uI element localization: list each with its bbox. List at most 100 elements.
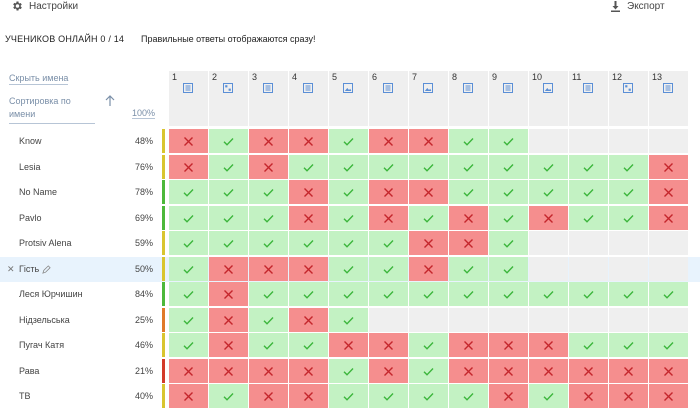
answer-correct-cell[interactable]: [489, 129, 528, 153]
answer-wrong-cell[interactable]: [289, 307, 328, 332]
answer-correct-cell[interactable]: [169, 282, 208, 306]
answer-correct-cell[interactable]: [449, 384, 488, 408]
answer-correct-cell[interactable]: [489, 180, 528, 204]
answer-correct-cell[interactable]: [329, 307, 368, 332]
answer-correct-cell[interactable]: [609, 205, 648, 230]
answer-correct-cell[interactable]: [489, 154, 528, 179]
answer-correct-cell[interactable]: [489, 205, 528, 230]
answer-correct-cell[interactable]: [329, 154, 368, 179]
answer-correct-cell[interactable]: [569, 205, 608, 230]
answer-correct-cell[interactable]: [209, 154, 248, 179]
student-row[interactable]: Lesia 76%: [0, 154, 700, 180]
answer-correct-cell[interactable]: [329, 129, 368, 153]
answer-correct-cell[interactable]: [369, 154, 408, 179]
answer-correct-cell[interactable]: [529, 154, 568, 179]
percent-sort-header[interactable]: 100%: [132, 108, 156, 119]
answer-correct-cell[interactable]: [609, 282, 648, 306]
answer-wrong-cell[interactable]: [449, 333, 488, 357]
student-row[interactable]: Нідзельська 25%: [0, 307, 700, 333]
answer-correct-cell[interactable]: [169, 256, 208, 281]
answer-correct-cell[interactable]: [289, 231, 328, 255]
answer-wrong-cell[interactable]: [289, 129, 328, 153]
answer-correct-cell[interactable]: [169, 307, 208, 332]
answer-wrong-cell[interactable]: [249, 256, 288, 281]
answer-correct-cell[interactable]: [409, 333, 448, 357]
answer-correct-cell[interactable]: [169, 205, 208, 230]
question-column-header[interactable]: 12: [609, 71, 649, 126]
question-column-header[interactable]: 13: [649, 71, 689, 126]
answer-correct-cell[interactable]: [449, 282, 488, 306]
answer-wrong-cell[interactable]: [329, 333, 368, 357]
answer-correct-cell[interactable]: [329, 205, 368, 230]
answer-correct-cell[interactable]: [289, 154, 328, 179]
answer-correct-cell[interactable]: [329, 231, 368, 255]
answer-wrong-cell[interactable]: [289, 180, 328, 204]
answer-wrong-cell[interactable]: [649, 205, 688, 230]
answer-correct-cell[interactable]: [329, 384, 368, 408]
answer-correct-cell[interactable]: [289, 282, 328, 306]
student-row[interactable]: Know 48%: [0, 129, 700, 154]
answer-correct-cell[interactable]: [529, 282, 568, 306]
student-row[interactable]: ✕ Гість 50%: [0, 256, 700, 282]
answer-correct-cell[interactable]: [209, 180, 248, 204]
edit-pencil-icon[interactable]: [42, 264, 51, 274]
answer-correct-cell[interactable]: [209, 231, 248, 255]
answer-wrong-cell[interactable]: [569, 384, 608, 408]
answer-correct-cell[interactable]: [449, 129, 488, 153]
answer-wrong-cell[interactable]: [249, 358, 288, 383]
question-column-header[interactable]: 4: [289, 71, 329, 126]
answer-wrong-cell[interactable]: [369, 180, 408, 204]
answer-wrong-cell[interactable]: [289, 256, 328, 281]
answer-correct-cell[interactable]: [329, 256, 368, 281]
sort-dropdown[interactable]: Сортировка по имени: [9, 95, 95, 124]
answer-wrong-cell[interactable]: [529, 205, 568, 230]
answer-correct-cell[interactable]: [489, 231, 528, 255]
answer-correct-cell[interactable]: [369, 256, 408, 281]
answer-wrong-cell[interactable]: [449, 205, 488, 230]
answer-wrong-cell[interactable]: [249, 154, 288, 179]
answer-wrong-cell[interactable]: [209, 333, 248, 357]
question-column-header[interactable]: 6: [369, 71, 409, 126]
hide-names-link[interactable]: Скрыть имена: [9, 73, 69, 85]
answer-wrong-cell[interactable]: [289, 358, 328, 383]
student-row[interactable]: Рава 21%: [0, 358, 700, 384]
student-row[interactable]: Pavlo 69%: [0, 205, 700, 231]
answer-correct-cell[interactable]: [449, 180, 488, 204]
answer-correct-cell[interactable]: [609, 180, 648, 204]
answer-correct-cell[interactable]: [249, 307, 288, 332]
answer-wrong-cell[interactable]: [169, 384, 208, 408]
answer-wrong-cell[interactable]: [409, 129, 448, 153]
answer-wrong-cell[interactable]: [569, 358, 608, 383]
answer-wrong-cell[interactable]: [529, 358, 568, 383]
question-column-header[interactable]: 1: [169, 71, 209, 126]
answer-wrong-cell[interactable]: [209, 282, 248, 306]
answer-wrong-cell[interactable]: [649, 384, 688, 408]
answer-wrong-cell[interactable]: [369, 358, 408, 383]
answer-wrong-cell[interactable]: [369, 205, 408, 230]
answer-wrong-cell[interactable]: [209, 256, 248, 281]
answer-correct-cell[interactable]: [569, 180, 608, 204]
answer-correct-cell[interactable]: [329, 282, 368, 306]
answer-wrong-cell[interactable]: [409, 231, 448, 255]
answer-correct-cell[interactable]: [489, 256, 528, 281]
answer-wrong-cell[interactable]: [289, 384, 328, 408]
question-column-header[interactable]: 11: [569, 71, 609, 126]
remove-student-icon[interactable]: ✕: [7, 263, 15, 274]
answer-wrong-cell[interactable]: [169, 129, 208, 153]
question-column-header[interactable]: 3: [249, 71, 289, 126]
answer-correct-cell[interactable]: [369, 282, 408, 306]
answer-correct-cell[interactable]: [409, 154, 448, 179]
settings-button[interactable]: Настройки: [11, 0, 78, 12]
question-column-header[interactable]: 9: [489, 71, 529, 126]
answer-correct-cell[interactable]: [409, 358, 448, 383]
answer-correct-cell[interactable]: [209, 129, 248, 153]
answer-correct-cell[interactable]: [609, 154, 648, 179]
question-column-header[interactable]: 7: [409, 71, 449, 126]
answer-wrong-cell[interactable]: [649, 358, 688, 383]
answer-correct-cell[interactable]: [369, 231, 408, 255]
answer-correct-cell[interactable]: [329, 180, 368, 204]
answer-wrong-cell[interactable]: [169, 358, 208, 383]
answer-correct-cell[interactable]: [169, 180, 208, 204]
answer-correct-cell[interactable]: [409, 384, 448, 408]
answer-wrong-cell[interactable]: [409, 180, 448, 204]
